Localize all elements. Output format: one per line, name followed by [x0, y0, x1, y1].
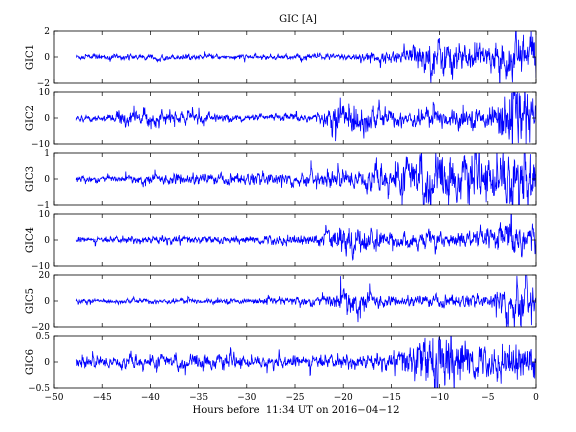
y-tick-label: 0	[44, 297, 50, 307]
y-tick-label: 10	[39, 210, 51, 220]
x-tick-label: −15	[382, 393, 401, 403]
panel-gic3: −1 0 1 GIC3	[25, 149, 537, 211]
x-tick-label: −5	[481, 393, 495, 403]
x-tick-label: −25	[286, 393, 305, 403]
y-axis-label: GIC3	[25, 166, 36, 192]
x-tick-label: −50	[45, 393, 64, 403]
y-tick-label: 0.5	[36, 332, 51, 342]
x-tick-label: −40	[141, 393, 160, 403]
y-tick-label: −10	[31, 262, 50, 272]
y-axis-label: GIC4	[25, 227, 36, 253]
y-axis-label: GIC1	[25, 44, 36, 70]
x-axis-label: Hours before 11:34 UT on 2016−04−12	[193, 405, 400, 416]
series-line-gic4	[75, 214, 536, 262]
series-line-gic2	[75, 92, 536, 144]
y-axis-label: GIC5	[25, 288, 36, 314]
x-tick-label: −10	[430, 393, 449, 403]
panel-gic1: −2 0 2 GIC1	[25, 27, 537, 89]
y-tick-label: 2	[44, 27, 50, 37]
y-tick-label: −10	[31, 140, 50, 150]
panels: −202GIC1−10010GIC2−101GIC3−10010GIC4−200…	[25, 27, 539, 403]
series-line-gic6	[75, 336, 536, 388]
x-tick-label: 0	[533, 393, 539, 403]
x-tick-label: −45	[93, 393, 112, 403]
x-tick-label: −30	[237, 393, 256, 403]
y-tick-label: −1	[37, 201, 50, 211]
series-line-gic3	[75, 153, 536, 205]
y-tick-label: −2	[37, 79, 50, 89]
y-tick-label: 20	[39, 271, 51, 281]
y-tick-label: 1	[44, 149, 50, 159]
y-tick-label: 0	[44, 236, 50, 246]
y-tick-label: 0	[44, 114, 50, 124]
y-tick-label: −20	[31, 323, 50, 333]
y-tick-label: 10	[39, 88, 51, 98]
y-tick-label: 0	[44, 53, 50, 63]
y-tick-label: 0	[44, 358, 50, 368]
y-tick-label: 0	[44, 175, 50, 185]
series-line-gic1	[75, 31, 536, 83]
series-line-gic5	[75, 275, 536, 327]
y-axis-label: GIC6	[25, 349, 36, 375]
y-tick-label: −0.5	[28, 384, 50, 394]
x-tick-label: −35	[189, 393, 208, 403]
chart-title: GIC [A]	[279, 14, 317, 25]
x-tick-label: −20	[334, 393, 353, 403]
y-axis-label: GIC2	[25, 105, 36, 131]
